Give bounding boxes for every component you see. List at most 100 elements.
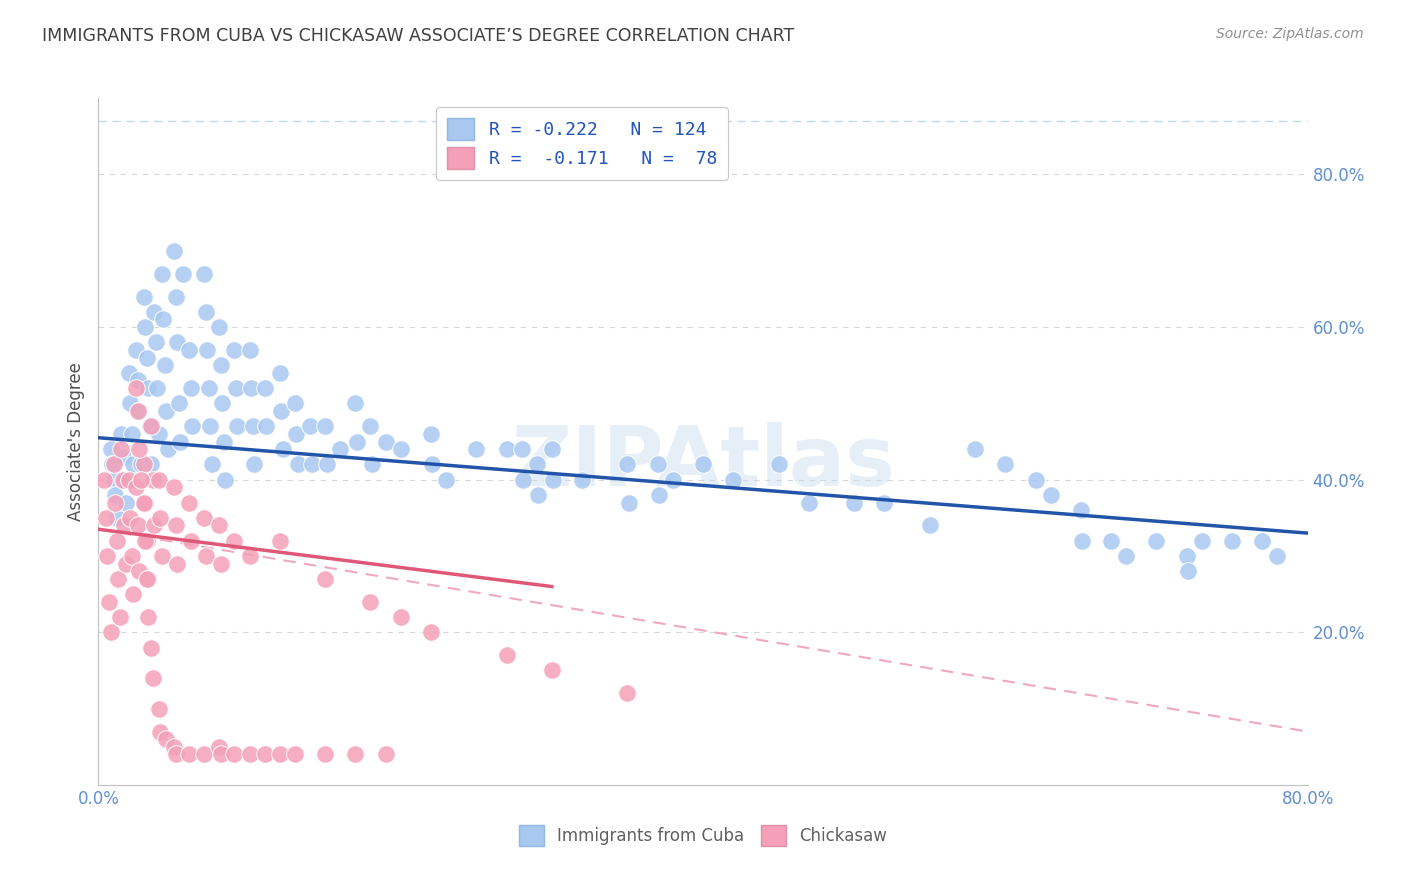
Point (136, 610, 159, 624)
Point (212, 434, 235, 449)
Point (156, 442, 179, 457)
Point (108, 610, 131, 624)
Point (167, 396, 190, 410)
Point (284, 396, 307, 410)
Point (254, 419, 277, 434)
Point (100, 442, 122, 457)
Point (142, 473, 165, 487)
Point (270, 404, 292, 418)
Point (420, 426, 443, 441)
Point (240, 381, 263, 395)
Point (149, 724, 172, 739)
Point (125, 480, 148, 494)
Point (165, 747, 187, 762)
Point (648, 488, 671, 502)
Point (135, 351, 157, 365)
Point (329, 442, 352, 457)
Point (1191, 533, 1213, 548)
Point (193, 267, 215, 281)
Point (512, 473, 534, 487)
Point (299, 419, 322, 434)
Point (242, 419, 264, 434)
Point (143, 518, 166, 533)
Point (768, 458, 790, 472)
Point (112, 473, 135, 487)
Point (495, 442, 517, 457)
Point (122, 587, 145, 601)
Point (129, 473, 152, 487)
Point (136, 572, 159, 586)
Point (214, 473, 236, 487)
Point (360, 595, 382, 609)
Point (209, 747, 232, 762)
Point (301, 458, 323, 472)
Point (120, 396, 142, 410)
Legend: Immigrants from Cuba, Chickasaw: Immigrants from Cuba, Chickasaw (512, 819, 894, 852)
Point (134, 533, 156, 548)
Point (195, 343, 218, 357)
Point (166, 557, 188, 571)
Point (434, 473, 457, 487)
Point (239, 747, 262, 762)
Point (1039, 488, 1062, 502)
Point (128, 442, 150, 457)
Point (179, 343, 201, 357)
Point (122, 458, 145, 472)
Point (495, 648, 517, 663)
Point (103, 458, 125, 472)
Point (200, 419, 222, 434)
Point (141, 458, 163, 472)
Point (243, 458, 266, 472)
Point (253, 381, 276, 395)
Point (165, 518, 187, 533)
Point (465, 442, 488, 457)
Point (661, 473, 683, 487)
Point (128, 404, 150, 418)
Point (134, 320, 156, 334)
Point (285, 426, 308, 441)
Point (315, 458, 337, 472)
Point (193, 747, 215, 762)
Point (194, 549, 217, 563)
Point (1024, 473, 1046, 487)
Point (132, 458, 155, 472)
Point (271, 442, 294, 457)
Point (125, 343, 148, 357)
Point (139, 419, 162, 434)
Point (143, 305, 166, 319)
Point (125, 381, 148, 395)
Point (209, 557, 232, 571)
Text: ZIPAtlas: ZIPAtlas (510, 422, 896, 503)
Point (1115, 549, 1137, 563)
Point (121, 549, 143, 563)
Point (112, 518, 135, 533)
Text: IMMIGRANTS FROM CUBA VS CHICKASAW ASSOCIATE’S DEGREE CORRELATION CHART: IMMIGRANTS FROM CUBA VS CHICKASAW ASSOCI… (42, 27, 794, 45)
Point (179, 495, 201, 509)
Point (540, 442, 562, 457)
Point (269, 747, 291, 762)
Point (360, 419, 382, 434)
Point (129, 458, 152, 472)
Point (148, 701, 170, 715)
Point (136, 381, 159, 395)
Point (121, 426, 143, 441)
Point (118, 473, 141, 487)
Point (127, 374, 149, 388)
Point (361, 458, 384, 472)
Point (107, 572, 129, 586)
Point (510, 442, 533, 457)
Point (114, 557, 136, 571)
Point (1144, 533, 1167, 548)
Point (1070, 503, 1092, 517)
Point (965, 442, 987, 457)
Point (135, 533, 157, 548)
Point (224, 533, 246, 548)
Point (420, 625, 443, 640)
Point (132, 289, 155, 303)
Point (616, 458, 638, 472)
Point (101, 458, 124, 472)
Point (723, 473, 745, 487)
Point (1267, 549, 1289, 563)
Point (135, 572, 157, 586)
Text: Source: ZipAtlas.com: Source: ZipAtlas.com (1216, 27, 1364, 41)
